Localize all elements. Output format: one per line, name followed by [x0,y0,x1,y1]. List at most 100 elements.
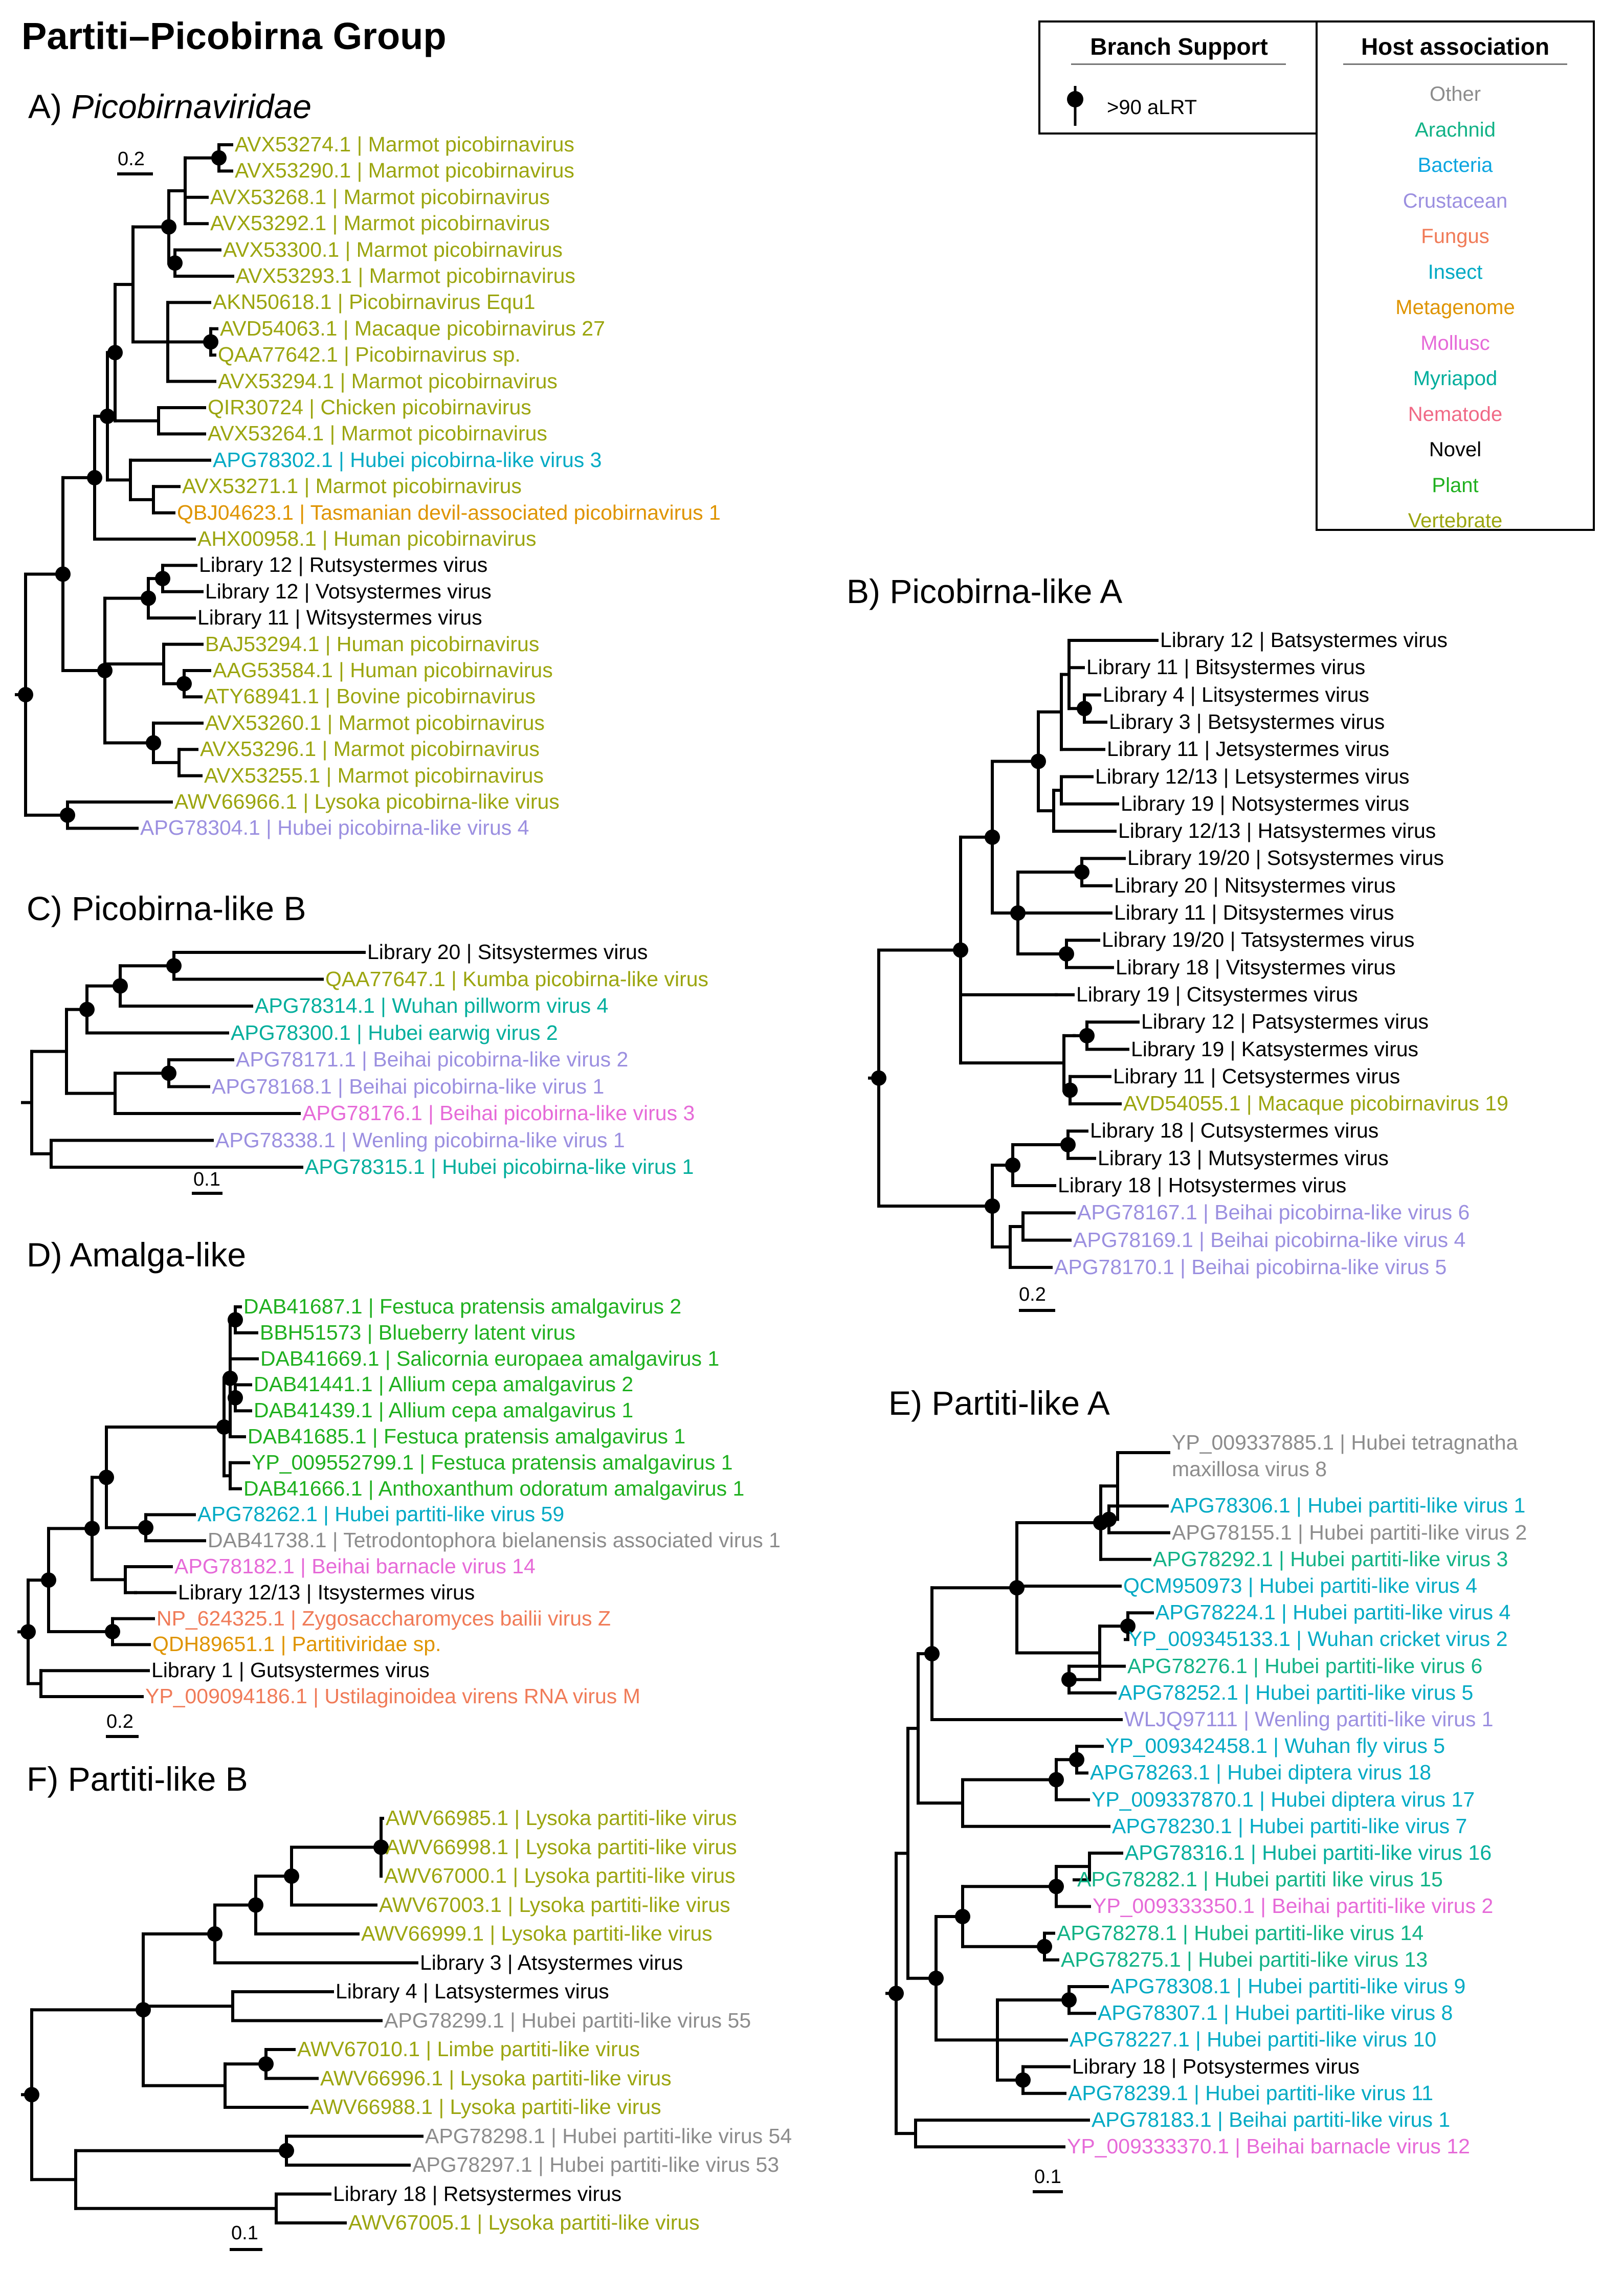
leaf-label: APG78292.1 | Hubei partiti-like virus 3 [1153,1547,1508,1571]
leaf-label: APG78308.1 | Hubei partiti-like virus 9 [1110,1974,1466,1998]
leaf-label: APG78307.1 | Hubei partiti-like virus 8 [1098,2001,1453,2025]
leaf-label: APG78227.1 | Hubei partiti-like virus 10 [1070,2028,1437,2052]
leaf-label: APG78252.1 | Hubei partiti-like virus 5 [1118,1680,1474,1704]
panel-e-title: E) Partiti-like A [888,1384,1110,1422]
leaf-label: AVX53292.1 | Marmot picobirnavirus [210,211,550,235]
leaf-label: APG78263.1 | Hubei diptera virus 18 [1090,1761,1432,1785]
leaf-label: APG78302.1 | Hubei picobirna-like virus … [213,448,602,472]
leaf-label: APG78306.1 | Hubei partiti-like virus 1 [1170,1494,1526,1518]
panel-a-prefix: A) [28,87,72,125]
host-legend-crustacean: Crustacean [1403,189,1508,212]
leaf-label: APG78262.1 | Hubei partiti-like virus 59 [197,1502,565,1526]
panel-a-scale-label: 0.2 [118,148,145,170]
panel-b-scale-label: 0.2 [1019,1284,1046,1305]
leaf-label: YP_009337885.1 | Hubei tetragnatha [1172,1431,1518,1454]
leaf-label: Library 12 | Rutsystermes virus [199,553,488,577]
leaf-label: DAB41687.1 | Festuca pratensis amalgavir… [243,1295,682,1318]
leaf-label: AAG53584.1 | Human picobirnavirus [213,658,553,682]
leaf-label: QDH89651.1 | Partitiviridae sp. [152,1632,441,1656]
leaf-label: APG78239.1 | Hubei partiti-like virus 11 [1068,2081,1434,2105]
host-legend-vertebrate: Vertebrate [1408,509,1503,532]
leaf-label: APG78224.1 | Hubei partiti-like virus 4 [1155,1600,1511,1624]
host-legend-arachnid: Arachnid [1415,118,1496,141]
leaf-label: Library 12 | Votsystermes virus [205,579,492,603]
leaf-label: YP_009333350.1 | Beihai partiti-like vir… [1093,1894,1494,1918]
leaf-label: AVD54055.1 | Macaque picobirnavirus 19 [1123,1092,1508,1116]
leaf-label: QAA77642.1 | Picobirnavirus sp. [218,343,521,367]
figure-title: Partiti–Picobirna Group [21,15,447,57]
host-legend-title: Host association [1361,33,1550,60]
leaf-label: APG78314.1 | Wuhan pillworm virus 4 [255,994,609,1017]
leaf-label: DAB41439.1 | Allium cepa amalgavirus 1 [254,1398,634,1422]
host-legend-bacteria: Bacteria [1417,154,1493,176]
leaf-label: QAA77647.1 | Kumba picobirna-like virus [325,967,709,991]
panel-a-title: A) Picobirnaviridae [28,87,312,126]
leaf-label: Library 12/13 | Itsystermes virus [178,1580,475,1604]
leaf-label: Library 11 | Jetsystermes virus [1107,737,1390,761]
leaf-label: Library 11 | Bitsystermes virus [1086,655,1366,679]
leaf-label: QCM950973 | Hubei partiti-like virus 4 [1123,1574,1477,1597]
leaf-label: APG78183.1 | Beihai partiti-like virus 1 [1092,2108,1451,2131]
leaf-label: AVX53274.1 | Marmot picobirnavirus [235,132,574,156]
leaf-label: Library 18 | Retsystermes virus [333,2181,622,2206]
leaf-label: Library 18 | Potsystermes virus [1072,2054,1360,2078]
leaf-label: APG78230.1 | Hubei partiti-like virus 7 [1112,1814,1467,1838]
leaf-label: DAB41666.1 | Anthoxanthum odoratum amalg… [243,1476,745,1500]
leaf-label: AWV66966.1 | Lysoka picobirna-like virus [174,790,560,813]
leaf-label: YP_009337870.1 | Hubei diptera virus 17 [1092,1787,1475,1811]
leaf-label: APG78304.1 | Hubei picobirna-like virus … [140,816,529,840]
host-legend-other: Other [1429,83,1481,105]
leaf-label: AVX53271.1 | Marmot picobirnavirus [182,474,522,498]
host-legend-mollusc: Mollusc [1420,331,1490,354]
leaf-label: Library 12/13 | Letsystermes virus [1095,764,1410,788]
leaf-label: APG78176.1 | Beihai picobirna-like virus… [302,1101,695,1125]
leaf-label: YP_009333370.1 | Beihai barnacle virus 1… [1067,2134,1470,2158]
host-legend-insect: Insect [1428,260,1483,283]
leaf-label: YP_009094186.1 | Ustilaginoidea virens R… [145,1684,640,1708]
leaf-label: AVX53264.1 | Marmot picobirnavirus [208,421,547,446]
leaf-label: BAJ53294.1 | Human picobirnavirus [205,632,540,656]
leaf-label: AKN50618.1 | Picobirnavirus Equ1 [213,290,536,314]
branch-support-title: Branch Support [1090,33,1268,60]
leaf-label: Library 20 | Sitsystermes virus [367,940,648,964]
host-legend-plant: Plant [1432,474,1479,497]
leaf-label: Library 1 | Gutsystermes virus [151,1658,430,1682]
leaf-label: AVX53255.1 | Marmot picobirnavirus [204,763,544,787]
leaf-label: APG78298.1 | Hubei partiti-like virus 54 [425,2124,792,2148]
leaf-label: QBJ04623.1 | Tasmanian devil-associated … [177,500,721,524]
leaf-label: Library 19 | Citsystermes virus [1076,982,1358,1006]
leaf-label: AVX53268.1 | Marmot picobirnavirus [210,185,550,209]
panel-f-title: F) Partiti-like B [27,1760,248,1798]
host-legend-myriapod: Myriapod [1413,367,1498,390]
leaf-label: APG78299.1 | Hubei partiti-like virus 55 [384,2008,751,2032]
leaf-label: Library 12 | Batsystermes virus [1160,628,1448,652]
leaf-label: WLJQ97111 | Wenling partiti-like virus 1 [1124,1707,1494,1731]
leaf-label: AWV66985.1 | Lysoka partiti-like virus [386,1806,737,1830]
leaf-label: APG78297.1 | Hubei partiti-like virus 53 [412,2153,780,2176]
leaf-label: Library 19/20 | Tatsystermes virus [1102,928,1415,952]
host-legend-novel: Novel [1429,438,1482,461]
leaf-label: DAB41669.1 | Salicornia europaea amalgav… [260,1346,720,1370]
leaf-label: DAB41441.1 | Allium cepa amalgavirus 2 [254,1372,634,1396]
host-legend-metagenome: Metagenome [1395,296,1515,319]
support-node-icon [1067,86,1083,126]
host-legend: Host association Other Arachnid Bacteria Cr… [1316,20,1595,532]
leaf-label: APG78276.1 | Hubei partiti-like virus 6 [1127,1654,1483,1678]
host-legend-nematode: Nematode [1408,403,1503,426]
leaf-label: AVX53293.1 | Marmot picobirnavirus [236,264,575,287]
leaf-label: APG78275.1 | Hubei partiti-like virus 13 [1061,1947,1428,1971]
leaf-label: YP_009342458.1 | Wuhan fly virus 5 [1105,1734,1445,1758]
leaf-label: APG78278.1 | Hubei partiti-like virus 14 [1057,1921,1424,1945]
leaf-label: APG78338.1 | Wenling picobirna-like viru… [215,1128,625,1152]
leaf-label: BBH51573 | Blueberry latent virus [260,1320,575,1344]
leaf-label: AVX53300.1 | Marmot picobirnavirus [223,237,563,261]
panel-c-title: C) Picobirna-like B [27,889,306,927]
panel-d-title: D) Amalga-like [27,1236,247,1274]
leaf-label: NP_624325.1 | Zygosaccharomyces bailii v… [157,1606,611,1630]
leaf-label: Library 19 | Katsystermes virus [1131,1037,1419,1061]
panel-f-scale-label: 0.1 [231,2222,258,2244]
leaf-label: DAB41685.1 | Festuca pratensis amalgavir… [248,1424,686,1448]
host-legend-fungus: Fungus [1421,225,1489,248]
leaf-label: APG78167.1 | Beihai picobirna-like virus… [1077,1200,1470,1224]
leaf-label: AWV66998.1 | Lysoka partiti-like virus [386,1835,737,1859]
